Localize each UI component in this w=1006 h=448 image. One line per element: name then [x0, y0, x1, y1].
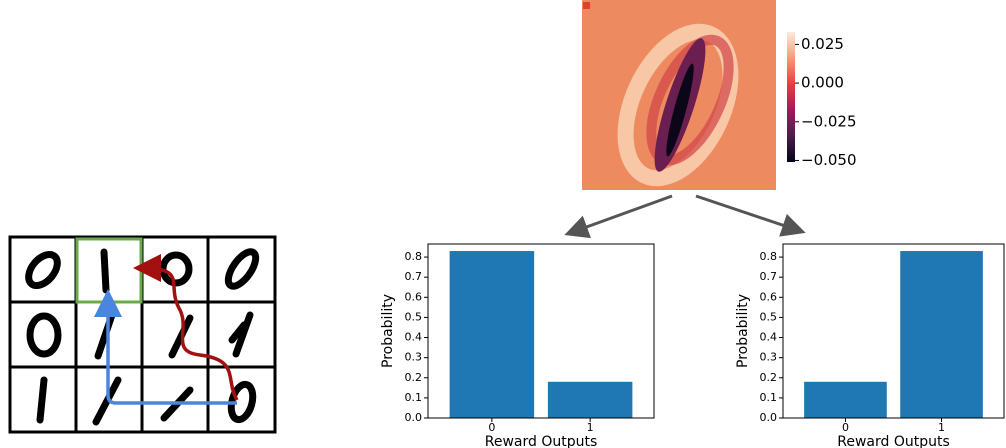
- y-tick-label: 0.5: [760, 310, 778, 323]
- y-tick-label: 0.5: [405, 310, 423, 323]
- y-tick-label: 0.6: [760, 290, 778, 303]
- goal-box: [77, 239, 141, 302]
- bar: [900, 251, 983, 418]
- y-axis-label: Probability: [735, 294, 751, 368]
- x-tick-label: 1: [587, 421, 594, 434]
- y-tick-label: 0.7: [760, 270, 778, 283]
- x-tick-label: 0: [488, 421, 495, 434]
- colorbar-tick-label: −0.050: [801, 151, 857, 169]
- y-axis-label: Probability: [380, 294, 396, 368]
- colorbar: 0.025 0.000 −0.025 −0.050: [787, 32, 857, 169]
- colorbar-scale: [787, 32, 795, 162]
- colorbar-tick-label: 0.025: [801, 35, 844, 53]
- heatmap: [582, 0, 776, 195]
- y-tick-label: 0.3: [760, 351, 778, 364]
- x-tick-label: 1: [938, 421, 945, 434]
- bar: [450, 251, 535, 418]
- y-tick-label: 0.8: [405, 250, 423, 263]
- x-tick-label: 0: [842, 421, 849, 434]
- digit: [223, 247, 261, 290]
- colorbar-tick-label: 0.000: [801, 74, 844, 92]
- digit: [23, 249, 63, 291]
- digit: [98, 315, 112, 356]
- y-tick-label: 0.3: [405, 351, 423, 364]
- y-tick-label: 0.0: [760, 411, 778, 424]
- red-path: [140, 268, 237, 400]
- y-tick-label: 0.6: [405, 290, 423, 303]
- x-axis-label: Reward Outputs: [837, 434, 950, 448]
- heatmap-cell: [583, 2, 590, 9]
- y-tick-label: 0.0: [405, 411, 423, 424]
- y-tick-label: 0.1: [405, 391, 423, 404]
- y-tick-label: 0.4: [760, 331, 778, 344]
- digit: [104, 252, 106, 290]
- digit: [232, 315, 250, 354]
- y-tick-label: 0.2: [405, 371, 423, 384]
- bar: [804, 382, 887, 418]
- y-tick-label: 0.8: [760, 250, 778, 263]
- x-axis-label: Reward Outputs: [485, 434, 598, 448]
- y-tick-label: 0.7: [405, 270, 423, 283]
- arrow: [570, 196, 672, 233]
- figure: 0.0250.000−0.025−0.050 0.00.10.20.30.40.…: [0, 0, 1006, 448]
- digit: [163, 255, 189, 283]
- digit: [40, 380, 44, 420]
- arrow: [696, 196, 800, 231]
- y-tick-label: 0.1: [760, 391, 778, 404]
- y-tick-label: 0.4: [405, 331, 423, 344]
- digit-grid: [10, 237, 275, 432]
- colorbar-tick-label: −0.025: [801, 112, 857, 130]
- y-tick-label: 0.2: [760, 371, 778, 384]
- bar: [548, 382, 633, 418]
- digit: [30, 316, 58, 354]
